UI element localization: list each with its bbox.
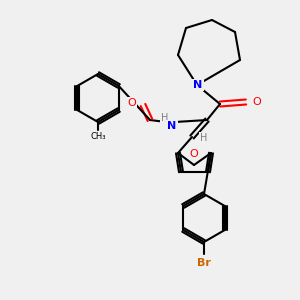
Text: H: H [200, 133, 207, 143]
Text: Br: Br [197, 258, 211, 268]
Text: N: N [167, 121, 177, 131]
Text: N: N [194, 80, 202, 90]
Text: O: O [127, 98, 136, 108]
Text: O: O [252, 97, 261, 107]
Text: H: H [161, 113, 169, 123]
Text: O: O [190, 149, 198, 159]
Text: CH₃: CH₃ [90, 132, 106, 141]
